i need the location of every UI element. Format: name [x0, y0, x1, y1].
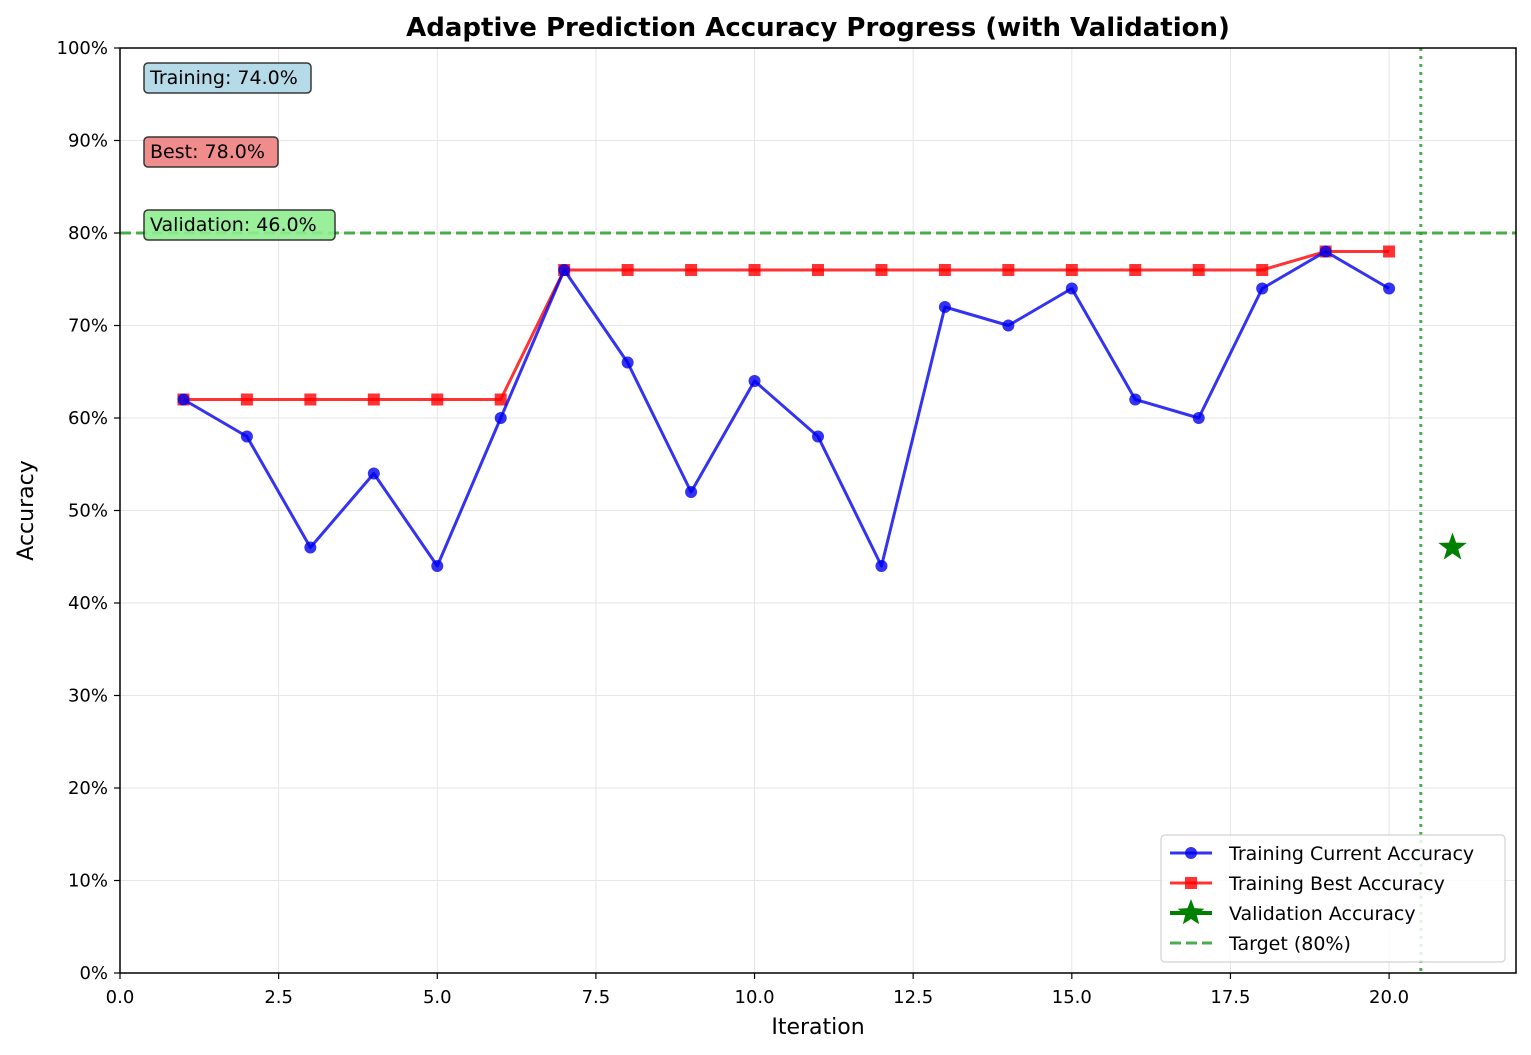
data-point	[938, 264, 951, 276]
legend-entry: Validation Accuracy	[1170, 899, 1416, 925]
series-layer	[177, 245, 1467, 572]
legend-entry: Target (80%)	[1170, 933, 1351, 955]
data-point	[304, 541, 317, 554]
legend-swatch	[1185, 847, 1197, 859]
legend-swatch	[1185, 877, 1197, 889]
data-point	[431, 393, 444, 406]
data-point	[240, 430, 253, 443]
data-point	[1065, 264, 1078, 276]
data-point	[494, 393, 507, 406]
data-point	[1002, 319, 1015, 332]
data-point	[1002, 264, 1015, 276]
data-point	[875, 264, 888, 276]
data-point	[938, 301, 951, 313]
data-point	[1192, 264, 1205, 276]
axis-ticks: 0.0 2.5 5.0 7.5 10.0 12.5 15.0 17.5 20.0 0% 10% 20%…	[57, 38, 1410, 1008]
legend-swatch	[1177, 899, 1205, 925]
data-point	[621, 356, 634, 369]
legend-label: Target (80%)	[1228, 933, 1351, 955]
data-point	[875, 560, 888, 572]
data-point	[748, 264, 761, 276]
legend-label: Training Best Accuracy	[1228, 873, 1445, 895]
y-tick-label: 50%	[68, 501, 108, 522]
x-tick-label: 17.5	[1210, 987, 1250, 1008]
data-point	[685, 264, 698, 276]
reference-lines	[120, 48, 1516, 973]
annotation-text: Training: 74.0%	[149, 67, 298, 89]
data-point	[304, 393, 317, 406]
series-0	[177, 245, 1396, 572]
chart-title: Adaptive Prediction Accuracy Progress (w…	[406, 13, 1230, 43]
x-tick-label: 7.5	[582, 987, 611, 1008]
y-tick-label: 90%	[68, 131, 108, 152]
x-axis-label: Iteration	[771, 1015, 864, 1040]
x-tick-label: 15.0	[1052, 987, 1092, 1008]
annotation-box: Training: 74.0%	[143, 62, 312, 94]
legend-frame	[1160, 834, 1506, 963]
y-tick-label: 10%	[68, 871, 108, 892]
annotation-box: Best: 78.0%	[143, 136, 279, 168]
data-point	[240, 393, 253, 406]
annotation-box: Validation: 46.0%	[143, 209, 336, 241]
series-line	[183, 250, 1390, 401]
y-tick-label: 80%	[68, 223, 108, 244]
data-point	[748, 375, 761, 387]
data-point	[1256, 264, 1269, 276]
legend-entry: Training Current Accuracy	[1170, 843, 1474, 865]
annotation-background	[143, 209, 336, 241]
x-tick-label: 20.0	[1369, 987, 1409, 1008]
y-tick-label: 20%	[68, 778, 108, 799]
data-point	[1192, 412, 1205, 424]
data-point	[431, 560, 444, 572]
annotation-boxes: Training: 74.0% Best: 78.0% Validation: 46…	[143, 62, 336, 241]
annotation-background	[143, 136, 279, 168]
data-point	[367, 467, 380, 480]
legend: Training Current Accuracy Training Best A…	[1160, 834, 1506, 963]
x-tick-label: 5.0	[423, 987, 452, 1008]
data-point	[812, 430, 824, 443]
series-line	[182, 250, 1390, 568]
data-point	[558, 264, 571, 276]
annotation-text: Validation: 46.0%	[150, 214, 317, 236]
y-tick-label: 0%	[79, 963, 108, 984]
legend-label: Training Current Accuracy	[1228, 843, 1474, 865]
y-tick-label: 30%	[68, 686, 108, 707]
data-point	[1256, 282, 1269, 295]
data-point	[1129, 393, 1142, 406]
y-tick-label: 60%	[68, 408, 108, 429]
validation-point	[1438, 532, 1467, 560]
series-1	[177, 245, 1396, 406]
x-tick-label: 2.5	[264, 987, 293, 1008]
data-point	[177, 393, 190, 406]
annotation-background	[143, 62, 312, 94]
legend-label: Validation Accuracy	[1229, 903, 1416, 925]
annotation-text: Best: 78.0%	[150, 141, 265, 163]
data-point	[1383, 245, 1396, 258]
data-point	[1065, 282, 1078, 295]
data-point	[1129, 264, 1142, 276]
legend-entry: Training Best Accuracy	[1170, 873, 1445, 895]
y-tick-label: 70%	[68, 316, 108, 337]
data-point	[621, 264, 634, 276]
data-point	[1319, 245, 1332, 258]
data-point	[494, 412, 507, 424]
x-tick-label: 10.0	[735, 987, 775, 1008]
data-point	[1383, 282, 1396, 295]
data-point	[685, 486, 698, 498]
x-tick-label: 0.0	[106, 987, 135, 1008]
data-point	[367, 393, 380, 406]
data-point	[812, 264, 824, 276]
y-axis-label: Accuracy	[14, 460, 39, 560]
y-tick-label: 100%	[57, 38, 108, 59]
y-tick-label: 40%	[68, 593, 108, 614]
x-tick-label: 12.5	[893, 987, 933, 1008]
